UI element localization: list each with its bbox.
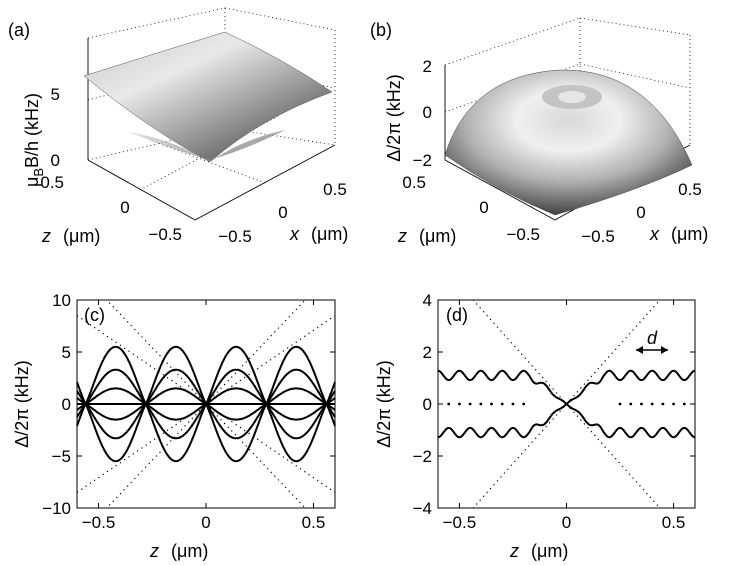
b-ytick-m05: −0.5 (506, 225, 540, 244)
b-ztick-0: 0 (423, 103, 432, 122)
b-ztick-m2: −2 (413, 151, 432, 170)
zero-dot (629, 402, 633, 406)
c-ticks: −0.5 0 0.5 −10 −5 0 5 10 (42, 291, 335, 532)
zero-dot (640, 402, 643, 406)
b-ytick-05: 0.5 (402, 173, 426, 192)
zero-dot (650, 402, 654, 406)
a-xlabel: x (μm) (289, 224, 348, 244)
panel-d: −0.5 0 0.5 −4 −2 0 2 4 (d) d Δ/2π (kHz) z (μm) (374, 291, 696, 561)
series-line (76, 345, 336, 407)
c-solid-lines (76, 345, 336, 463)
a-zlabel: μBB/h (kHz) (22, 93, 46, 187)
d-ticks: −0.5 0 0.5 −4 −2 0 2 4 (413, 291, 695, 532)
zero-dot (661, 402, 665, 406)
series-line (437, 402, 696, 439)
series-line (76, 402, 336, 421)
b-xtick-05: 0.5 (678, 180, 702, 199)
x-tick-label: −0.5 (443, 513, 477, 532)
panel-label-d: (d) (446, 305, 468, 325)
a-ytick-05: 0.5 (40, 173, 64, 192)
zero-dot (618, 402, 622, 406)
surface-a (83, 31, 333, 163)
zero-dot (490, 402, 493, 406)
surface-b-center (558, 91, 586, 103)
series-line (76, 401, 336, 463)
series-line (76, 402, 336, 440)
surface-b (444, 69, 693, 216)
c-ylabel: Δ/2π (kHz) (12, 360, 32, 447)
panel-a-box (87, 38, 336, 221)
x-tick-label: 0 (562, 513, 571, 532)
x-tick-label: −0.5 (82, 513, 116, 532)
y-tick-label: 5 (62, 343, 71, 362)
y-tick-label: 0 (62, 395, 71, 414)
zero-dot (672, 402, 675, 406)
b-ztick-2: 2 (423, 57, 432, 76)
x-tick-label: 0 (201, 513, 210, 532)
y-tick-label: 0 (423, 395, 432, 414)
a-ylabel: z (μm) (41, 226, 100, 246)
b-ylabel: z (μm) (397, 226, 456, 246)
d-solid-lines (437, 369, 696, 439)
y-tick-label: −4 (413, 499, 432, 518)
b-xtick-0: 0 (636, 203, 645, 222)
y-tick-label: 4 (423, 291, 432, 310)
panel-label-c: (c) (84, 305, 105, 325)
a-ztick-0: 0 (51, 151, 60, 170)
zero-dot (522, 402, 526, 406)
y-tick-label: 10 (52, 291, 71, 310)
zero-dot (511, 402, 515, 406)
panel-label-b: (b) (370, 20, 392, 40)
x-tick-label: 0.5 (302, 513, 326, 532)
a-ytick-0: 0 (120, 198, 129, 217)
d-annotation: d (636, 328, 668, 354)
b-xtick-m05: −0.5 (581, 227, 615, 246)
zero-dot (468, 402, 472, 406)
zero-dot (682, 402, 686, 406)
y-tick-label: −2 (413, 447, 432, 466)
panel-label-a: (a) (8, 20, 30, 40)
a-ztick-5: 5 (51, 85, 60, 104)
y-tick-label: −5 (52, 447, 71, 466)
zero-dot (500, 402, 504, 406)
series-line (76, 368, 336, 406)
b-xlabel: x (μm) (649, 224, 708, 244)
y-tick-label: 2 (423, 343, 432, 362)
zero-dot (447, 402, 451, 406)
a-xtick-m05: −0.5 (218, 227, 252, 246)
x-tick-label: 0.5 (662, 513, 686, 532)
b-zlabel: Δ/2π (kHz) (384, 74, 404, 161)
d-xlabel: z (μm) (509, 541, 568, 561)
c-xlabel: z (μm) (149, 541, 208, 561)
series-line (76, 387, 336, 406)
a-ytick-m05: −0.5 (148, 225, 182, 244)
d-ylabel: Δ/2π (kHz) (374, 360, 394, 447)
series-line (437, 369, 696, 406)
zero-dot (479, 402, 483, 406)
y-tick-label: −10 (42, 499, 71, 518)
b-ytick-0: 0 (479, 198, 488, 217)
zero-dot (458, 402, 461, 406)
d-annotation-label: d (647, 328, 658, 348)
a-xtick-0: 0 (278, 203, 287, 222)
a-xtick-05: 0.5 (323, 180, 347, 199)
panel-c: −0.5 0 0.5 −10 −5 0 5 10 (c) Δ/2π (kHz) z (μm) (12, 291, 336, 561)
panel-b: (b) 2 0 −2 0.5 0 −0.5 −0.5 0 0.5 Δ/2π (k… (370, 17, 708, 246)
panel-a: (a) 5 0 0.5 0 −0.5 −0.5 0 0.5 (8, 7, 348, 246)
